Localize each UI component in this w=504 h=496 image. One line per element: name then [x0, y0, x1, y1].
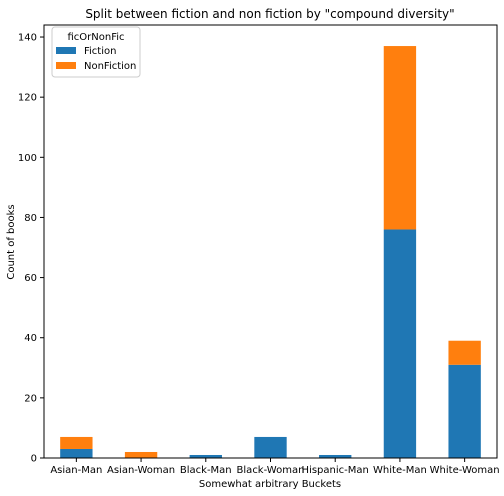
bars: [60, 46, 481, 458]
y-tick-label: 140: [18, 33, 37, 44]
bar-white-man-fiction: [383, 229, 417, 458]
bar-black-man-fiction: [189, 454, 222, 458]
y-tick-label: 60: [24, 273, 37, 284]
legend-swatch-fiction: [56, 47, 76, 54]
x-tick-label: Black-Man: [180, 465, 232, 476]
y-tick-label: 20: [24, 393, 37, 404]
x-tick-label: White-Woman: [430, 465, 500, 476]
chart-title: Split between fiction and non fiction by…: [85, 7, 454, 21]
x-tick-label: Asian-Woman: [107, 465, 175, 476]
x-axis-label: Somewhat arbitrary Buckets: [199, 479, 341, 490]
bar-asian-man-nonfiction: [60, 436, 93, 449]
bar-asian-woman-nonfiction: [124, 451, 158, 458]
x-tick-label: Black-Woman: [237, 465, 305, 476]
y-tick-label: 40: [24, 333, 37, 344]
legend-title: ficOrNonFic: [67, 32, 124, 43]
x-tick-label: White-Man: [373, 465, 427, 476]
bar-white-woman-fiction: [448, 364, 481, 458]
bar-white-man-nonfiction: [383, 46, 417, 230]
legend-label-nonfiction: NonFiction: [84, 61, 136, 72]
y-tick-label: 0: [31, 454, 37, 465]
x-tick-label: Asian-Man: [50, 465, 102, 476]
y-axis: 0 20 40 60 80 100 120 140: [18, 33, 44, 465]
plot-frame: [43, 24, 498, 459]
legend-swatch-nonfiction: [56, 62, 76, 69]
x-axis: Asian-Man Asian-Woman Black-Man Black-Woman…: [50, 458, 500, 476]
y-tick-label: 100: [18, 153, 37, 164]
x-tick-label: Hispanic-Man: [302, 465, 369, 476]
y-tick-label: 120: [18, 93, 37, 104]
bar-hispanic-man-fiction: [319, 454, 352, 458]
legend: ficOrNonFic Fiction NonFiction: [51, 26, 141, 78]
bar-white-woman-nonfiction: [448, 340, 481, 365]
y-axis-label: Count of books: [6, 204, 17, 279]
legend-label-fiction: Fiction: [84, 46, 116, 57]
bar-black-woman-fiction: [254, 436, 287, 458]
bar-asian-man-fiction: [60, 448, 93, 458]
y-tick-label: 80: [24, 213, 37, 224]
